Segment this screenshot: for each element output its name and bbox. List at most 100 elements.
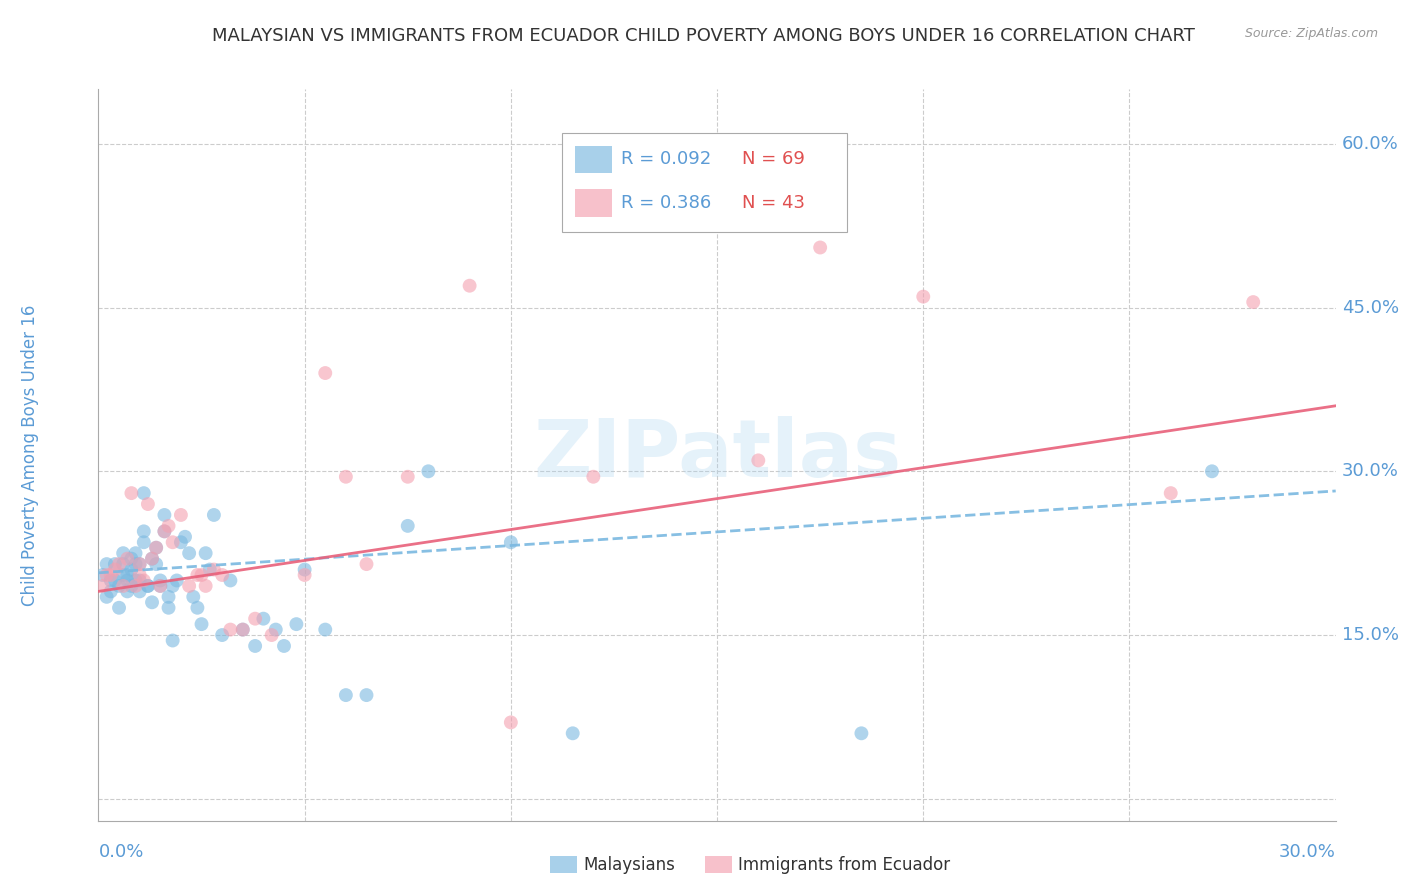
Point	[190, 617, 212, 632]
Point	[132, 486, 155, 500]
Point	[264, 623, 287, 637]
Point	[194, 546, 217, 560]
Point	[162, 633, 184, 648]
FancyBboxPatch shape	[550, 855, 578, 873]
Point	[157, 590, 180, 604]
Point	[120, 486, 142, 500]
Text: 60.0%: 60.0%	[1341, 135, 1399, 153]
Point	[153, 508, 176, 522]
Point	[285, 617, 308, 632]
Text: Malaysians: Malaysians	[583, 855, 675, 873]
Text: N = 69: N = 69	[742, 150, 804, 168]
Point	[136, 579, 159, 593]
Point	[120, 579, 142, 593]
Point	[157, 600, 180, 615]
Point	[124, 574, 146, 588]
Point	[162, 579, 184, 593]
Point	[132, 574, 155, 588]
Point	[120, 563, 142, 577]
Point	[851, 726, 873, 740]
FancyBboxPatch shape	[575, 189, 612, 218]
Text: Child Poverty Among Boys Under 16: Child Poverty Among Boys Under 16	[21, 304, 39, 606]
Point	[232, 623, 254, 637]
Point	[202, 508, 225, 522]
Point	[96, 557, 118, 571]
Point	[141, 551, 163, 566]
Point	[418, 464, 440, 478]
Point	[252, 612, 274, 626]
Text: 30.0%: 30.0%	[1341, 462, 1399, 480]
Text: N = 43: N = 43	[742, 194, 804, 211]
Point	[260, 628, 283, 642]
Point	[179, 546, 201, 560]
Point	[100, 568, 122, 582]
Point	[181, 590, 204, 604]
Point	[499, 535, 522, 549]
Point	[561, 726, 583, 740]
Point	[190, 568, 212, 582]
Point	[132, 535, 155, 549]
Point	[117, 551, 139, 566]
Point	[1160, 486, 1182, 500]
Point	[112, 568, 135, 582]
Point	[335, 469, 357, 483]
Point	[458, 278, 481, 293]
Point	[396, 519, 419, 533]
Point	[808, 240, 831, 254]
Point	[335, 688, 357, 702]
Point	[149, 579, 172, 593]
Point	[149, 579, 172, 593]
Point	[273, 639, 295, 653]
Point	[356, 557, 378, 571]
Point	[243, 639, 266, 653]
Point	[100, 584, 122, 599]
Point	[141, 551, 163, 566]
Point	[157, 519, 180, 533]
Text: Immigrants from Ecuador: Immigrants from Ecuador	[738, 855, 950, 873]
Point	[186, 600, 208, 615]
Point	[1201, 464, 1223, 478]
Point	[96, 590, 118, 604]
Text: R = 0.386: R = 0.386	[620, 194, 711, 211]
Point	[117, 584, 139, 599]
FancyBboxPatch shape	[704, 855, 733, 873]
Point	[108, 557, 131, 571]
Point	[202, 563, 225, 577]
Point	[124, 557, 146, 571]
Point	[211, 628, 233, 642]
Point	[912, 290, 935, 304]
Text: 0.0%: 0.0%	[98, 843, 143, 861]
Point	[108, 600, 131, 615]
Point	[104, 574, 127, 588]
Point	[1241, 295, 1264, 310]
Point	[243, 612, 266, 626]
Point	[232, 623, 254, 637]
Text: ZIPatlas: ZIPatlas	[533, 416, 901, 494]
Point	[128, 574, 150, 588]
Point	[112, 579, 135, 593]
Point	[124, 579, 146, 593]
Point	[104, 557, 127, 571]
FancyBboxPatch shape	[562, 133, 846, 232]
Text: MALAYSIAN VS IMMIGRANTS FROM ECUADOR CHILD POVERTY AMONG BOYS UNDER 16 CORRELATI: MALAYSIAN VS IMMIGRANTS FROM ECUADOR CHI…	[211, 27, 1195, 45]
Point	[128, 557, 150, 571]
Point	[186, 568, 208, 582]
Point	[136, 497, 159, 511]
Point	[314, 623, 336, 637]
Point	[91, 568, 114, 582]
Point	[145, 557, 167, 571]
Point	[219, 623, 242, 637]
Point	[128, 584, 150, 599]
Point	[747, 453, 769, 467]
Point	[117, 568, 139, 582]
Point	[120, 551, 142, 566]
Point	[294, 568, 316, 582]
Point	[108, 579, 131, 593]
Point	[582, 469, 605, 483]
Point	[132, 524, 155, 539]
Point	[174, 530, 197, 544]
Point	[219, 574, 242, 588]
Point	[396, 469, 419, 483]
Point	[149, 574, 172, 588]
Point	[91, 579, 114, 593]
